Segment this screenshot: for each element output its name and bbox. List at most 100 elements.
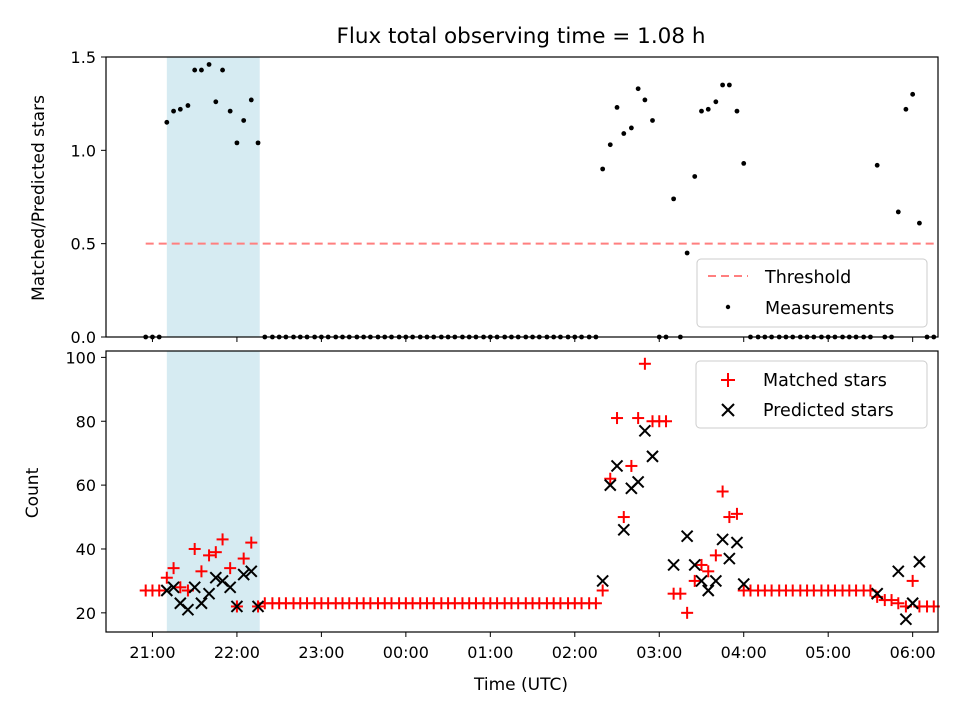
predicted-stars-point (680, 529, 694, 543)
top-y-tick-label: 0.0 (71, 328, 96, 347)
matched-stars-point (153, 584, 166, 597)
measurement-point (874, 162, 880, 168)
predicted-stars-point (188, 581, 201, 594)
matched-stars-point (237, 552, 250, 565)
top-y-tick-label: 0.5 (71, 235, 96, 254)
measurement-point (241, 118, 247, 123)
predicted-stars-point (610, 459, 624, 473)
matched-stars-point (688, 574, 701, 587)
matched-stars-point (638, 357, 651, 370)
measurement-point (171, 108, 176, 114)
x-tick-label: 06:00 (890, 643, 936, 662)
predicted-stars-point (892, 565, 905, 578)
predicted-stars-point (716, 533, 729, 546)
matched-stars-point (203, 549, 216, 562)
predicted-stars-point (167, 581, 180, 594)
measurement-point (726, 82, 732, 88)
bottom-panel: 20 40 60 80 100 21:00 22:00 23:00 00:00 01:00 02:… (23, 348, 940, 695)
measurement-point (614, 105, 620, 110)
x-tick-label: 05:00 (805, 643, 851, 662)
matched-stars-point (723, 511, 736, 524)
x-tick-label: 04:00 (721, 643, 767, 662)
legend-matched-swatch (721, 373, 735, 387)
matched-stars-point (216, 533, 229, 546)
chart-title: Flux total observing time = 1.08 h (337, 24, 706, 49)
predicted-stars-point (702, 584, 715, 597)
measurement-point (895, 209, 901, 215)
bottom-highlight-span (166, 351, 260, 632)
predicted-stars-point (667, 558, 680, 572)
predicted-stars-point (899, 613, 913, 626)
measurement-point (910, 91, 916, 97)
measurement-point (220, 67, 225, 73)
bottom-y-ticks: 20 40 60 80 100 (65, 348, 106, 623)
top-highlight-span (166, 57, 260, 337)
measurement-point (206, 62, 212, 67)
predicted-stars-point (730, 536, 744, 549)
predicted-stars-series (160, 424, 926, 626)
predicted-stars-point (631, 475, 645, 489)
bottom-y-tick-label: 20 (76, 604, 96, 623)
matched-stars-point (716, 485, 729, 498)
bottom-legend: Matched stars Predicted stars (695, 360, 928, 429)
measurement-point (234, 140, 240, 146)
measurement-point (164, 119, 170, 125)
predicted-stars-point (638, 424, 652, 438)
matched-stars-point (660, 415, 673, 428)
bottom-y-tick-label: 80 (76, 412, 96, 431)
measurement-point (650, 118, 655, 123)
measurement-point (741, 161, 747, 166)
bottom-legend-box (695, 360, 928, 429)
matched-stars-point (730, 507, 743, 520)
predicted-stars-point (737, 577, 750, 591)
predicted-stars-point (209, 571, 223, 584)
predicted-stars-point (906, 597, 919, 610)
measurement-point (917, 220, 922, 226)
x-axis-label: Time (UTC) (473, 675, 568, 695)
top-legend: Threshold Measurements (696, 258, 928, 328)
legend-predicted-swatch (721, 403, 735, 417)
predicted-stars-point (230, 600, 244, 613)
matched-stars-point (604, 472, 617, 485)
predicted-stars-point (223, 581, 237, 594)
measurement-point (734, 108, 740, 114)
top-y-ticks: 0.0 0.5 1.0 1.5 (71, 48, 106, 347)
matched-stars-point (709, 549, 722, 562)
matched-stars-point (167, 562, 180, 575)
predicted-stars-point (604, 478, 617, 492)
matched-stars-point (885, 594, 898, 607)
predicted-stars-point (181, 603, 195, 616)
matched-stars-series (139, 357, 940, 619)
measurement-point (199, 67, 204, 73)
top-panel: 0.0 0.5 1.0 1.5 Matched/Predicted stars Thr… (29, 48, 939, 347)
measurement-point (621, 131, 627, 136)
predicted-stars-point (596, 574, 609, 588)
predicted-stars-point (245, 565, 258, 578)
predicted-stars-point (709, 574, 723, 588)
measurement-point (671, 196, 677, 202)
measurement-point (720, 82, 726, 88)
measurement-point (255, 140, 261, 146)
bottom-y-tick-label: 60 (76, 476, 96, 495)
measurement-point (903, 106, 909, 112)
matched-stars-point (611, 412, 624, 425)
predicted-stars-point (237, 568, 250, 581)
matched-stars-point (681, 606, 694, 619)
x-tick-label: 01:00 (467, 643, 513, 662)
predicted-stars-point (202, 587, 216, 600)
matched-stars-point (625, 459, 638, 472)
legend-predicted-label: Predicted stars (763, 401, 894, 421)
x-tick-label: 21:00 (129, 643, 175, 662)
matched-stars-point (674, 587, 687, 600)
measurement-point (600, 166, 606, 172)
x-tick-label: 02:00 (552, 643, 598, 662)
predicted-stars-point (870, 587, 884, 600)
bottom-x-ticks: 21:00 22:00 23:00 00:00 01:00 02:00 03:00 04:00… (129, 632, 936, 662)
legend-threshold-label: Threshold (764, 268, 851, 288)
bottom-y-axis-label: Count (23, 467, 43, 518)
predicted-stars-point (646, 450, 659, 463)
x-tick-label: 23:00 (298, 643, 344, 662)
measurement-point (705, 106, 711, 112)
